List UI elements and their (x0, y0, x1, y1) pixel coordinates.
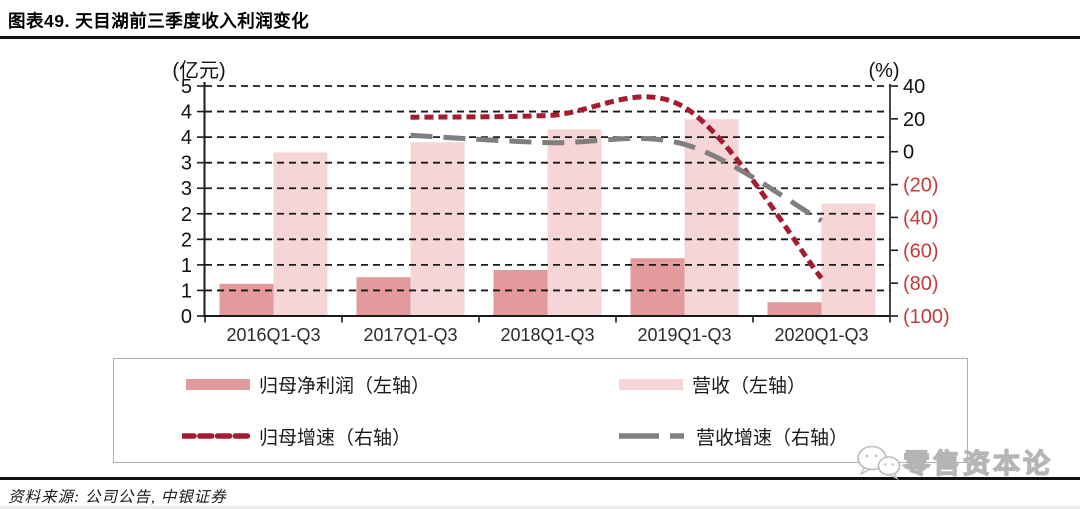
x-axis-label: 2017Q1-Q3 (363, 325, 457, 345)
chart-plot-area: 5 4 4 3 3 2 2 1 1 0 40 20 0 (20) (40) (60) (80) (100) 2016… (172, 59, 950, 345)
chart-legend: 归母净利润（左轴） 营收（左轴） 归母增速（右轴） 营收增速（右轴） (113, 358, 968, 463)
right-axis-tick-label: (80) (903, 273, 939, 295)
source-note: 资料来源: 公司公告, 中银证券 (8, 489, 227, 506)
left-axis-tick-label: 3 (181, 153, 192, 175)
legend-item-revenue: 营收（左轴） (619, 373, 807, 397)
right-axis-unit: (%) (868, 60, 899, 82)
left-axis-tick-label: 2 (181, 204, 192, 226)
revenue-growth-line (410, 132, 823, 223)
title-divider (0, 36, 1080, 39)
left-axis-tick-label: 1 (181, 280, 192, 302)
red-dash-swatch (182, 433, 250, 439)
watermark: 零售资本论 (853, 442, 1053, 481)
x-axis-label: 2020Q1-Q3 (774, 325, 868, 345)
right-axis-tick-label: (100) (903, 306, 950, 328)
footer-divider (0, 477, 1080, 480)
gray-dash-swatch (619, 433, 687, 439)
x-axis-label: 2019Q1-Q3 (637, 325, 731, 345)
watermark-text: 零售资本论 (902, 448, 1053, 479)
bar-net-profit-2017Q1-Q3 (356, 277, 411, 316)
legend-label: 营收增速（右轴） (696, 427, 849, 449)
bar-revenue-2016Q1-Q3 (273, 152, 328, 316)
legend-item-profit-growth: 归母增速（右轴） (182, 425, 412, 449)
bar-net-profit-2019Q1-Q3 (630, 258, 685, 316)
left-axis-tick-label: 3 (181, 178, 192, 200)
legend-label: 归母净利润（左轴） (259, 375, 431, 397)
bar-net-profit-2020Q1-Q3 (767, 302, 822, 316)
wechat-bubbles-icon (857, 445, 901, 480)
right-axis-tick-label: 20 (903, 109, 925, 131)
bar-revenue-2017Q1-Q3 (410, 142, 465, 316)
left-axis-tick-label: 5 (181, 76, 192, 98)
right-axis-tick-label: 0 (903, 142, 914, 164)
profit-growth-line (410, 94, 824, 280)
legend-item-net-profit: 归母净利润（左轴） (186, 373, 431, 397)
bar-revenue-2020Q1-Q3 (821, 203, 876, 316)
bar-net-profit-2016Q1-Q3 (219, 283, 274, 316)
legend-item-revenue-growth: 营收增速（右轴） (619, 425, 849, 449)
right-axis-tick-label: (40) (903, 207, 939, 229)
x-axis-label: 2018Q1-Q3 (500, 325, 594, 345)
left-axis-tick-label: 0 (181, 306, 192, 328)
page-bottom-edge (0, 506, 1080, 509)
left-axis-tick-label: 2 (181, 229, 192, 251)
bar-net-profit-2018Q1-Q3 (493, 270, 548, 316)
left-axis-unit: (亿元) (172, 59, 225, 82)
revenue-swatch (619, 378, 683, 390)
bar-revenue-2018Q1-Q3 (547, 129, 602, 316)
left-axis-tick-label: 4 (181, 102, 192, 124)
chart-title: 图表49. 天目湖前三季度收入利润变化 (8, 11, 310, 31)
right-axis-tick-label: (20) (903, 175, 939, 197)
net-profit-swatch (186, 378, 250, 390)
legend-label: 归母增速（右轴） (259, 427, 412, 449)
left-axis-tick-label: 1 (181, 255, 192, 277)
left-axis-tick-label: 4 (181, 127, 192, 149)
x-axis-label: 2016Q1-Q3 (226, 325, 320, 345)
right-axis-tick-label: 40 (903, 76, 925, 98)
legend-label: 营收（左轴） (692, 375, 807, 397)
right-axis-tick-label: (60) (903, 240, 939, 262)
